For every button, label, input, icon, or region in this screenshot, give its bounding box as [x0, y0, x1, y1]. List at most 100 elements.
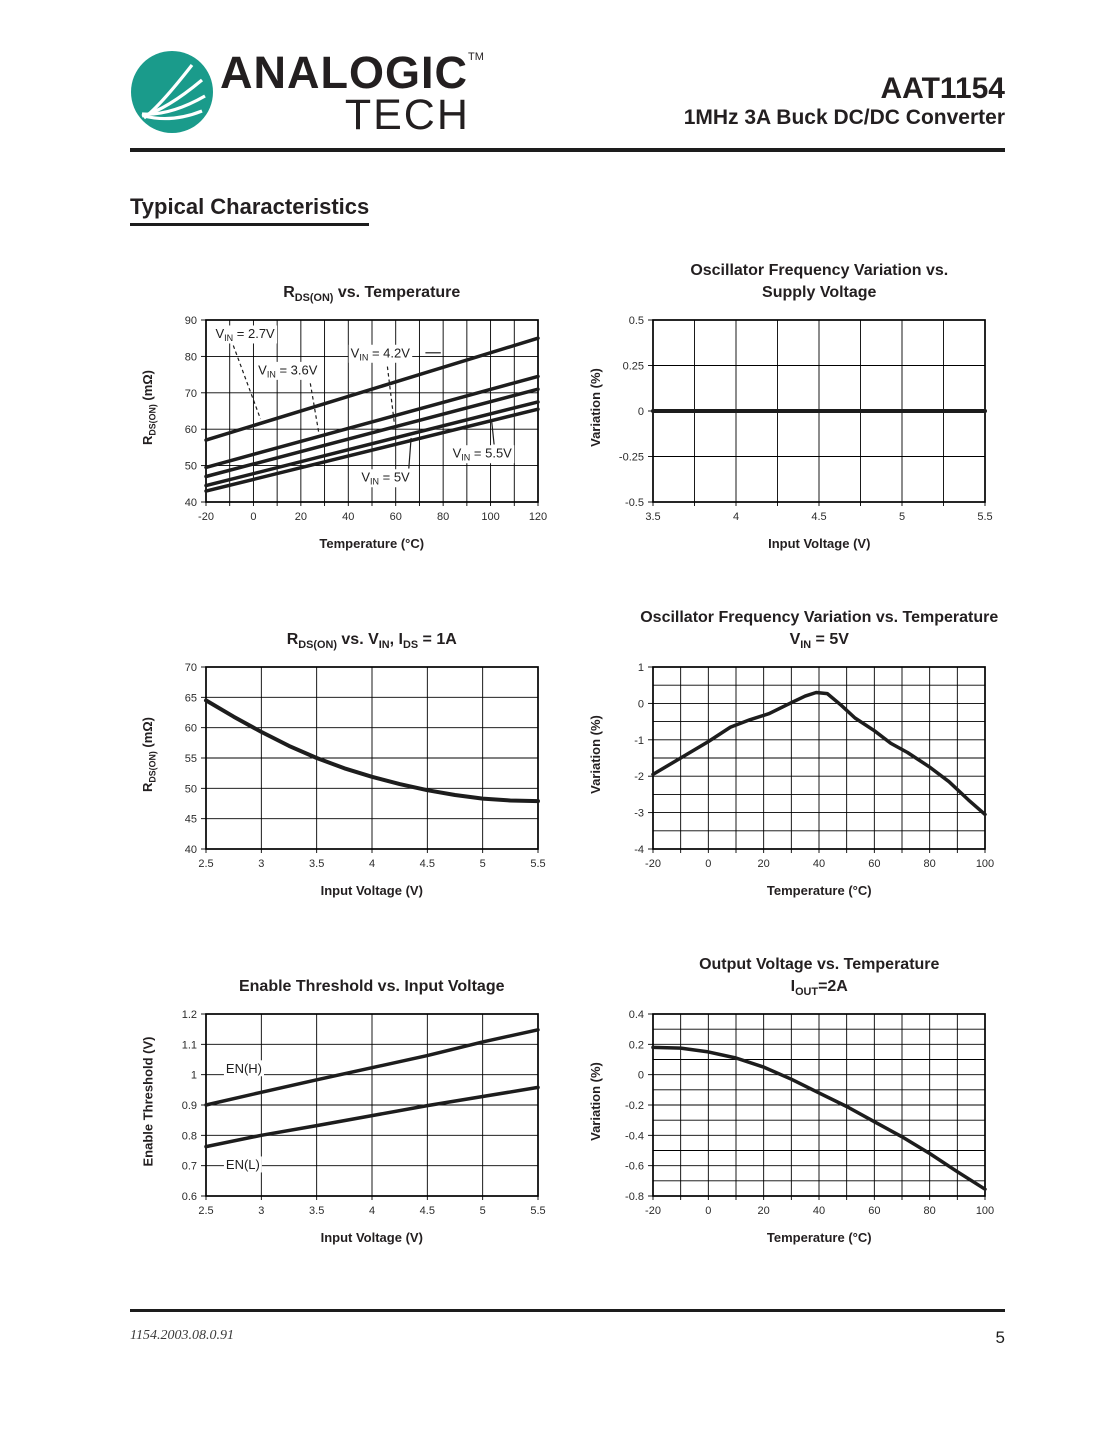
- svg-text:3.5: 3.5: [646, 511, 661, 523]
- x-axis-label: Temperature (°C): [766, 882, 872, 898]
- svg-text:-0.2: -0.2: [625, 1100, 644, 1112]
- svg-text:3.5: 3.5: [309, 1205, 324, 1217]
- svg-text:3.5: 3.5: [309, 858, 324, 870]
- svg-text:5.5: 5.5: [530, 858, 545, 870]
- datasheet-page: ANALOGICTM TECH AAT1154 1MHz 3A Buck DC/…: [130, 50, 1006, 1348]
- svg-text:80: 80: [924, 858, 936, 870]
- svg-text:20: 20: [758, 858, 770, 870]
- svg-text:100: 100: [481, 511, 499, 523]
- svg-text:-2: -2: [634, 771, 644, 783]
- svg-text:4: 4: [369, 1205, 375, 1217]
- svg-text:0: 0: [638, 1069, 644, 1081]
- svg-text:1.2: 1.2: [181, 1009, 196, 1021]
- page-number: 5: [995, 1327, 1005, 1347]
- svg-text:4.5: 4.5: [812, 511, 827, 523]
- svg-text:60: 60: [185, 424, 197, 436]
- chart-title: RDS(ON) vs. Temperature: [283, 284, 461, 305]
- page-header: ANALOGICTM TECH AAT1154 1MHz 3A Buck DC/…: [130, 50, 1005, 152]
- svg-text:4.5: 4.5: [419, 1205, 434, 1217]
- svg-text:90: 90: [185, 315, 197, 327]
- svg-text:4.5: 4.5: [419, 858, 434, 870]
- y-axis-label: Variation (%): [587, 368, 603, 447]
- svg-text:VIN = 2.7V: VIN = 2.7V: [215, 326, 275, 343]
- svg-text:0.6: 0.6: [181, 1191, 196, 1203]
- svg-text:-20: -20: [645, 1205, 661, 1217]
- svg-text:80: 80: [924, 1205, 936, 1217]
- svg-text:60: 60: [868, 858, 880, 870]
- chart-enable-threshold: Enable Threshold vs. Input Voltage Enabl…: [130, 952, 558, 1245]
- chart-title: Output Voltage vs. Temperature IOUT=2A: [699, 956, 940, 999]
- y-axis-label: Variation (%): [587, 715, 603, 794]
- svg-text:1.1: 1.1: [181, 1039, 196, 1051]
- svg-text:-1: -1: [634, 734, 644, 746]
- x-axis-label: Input Voltage (V): [768, 535, 871, 551]
- chart-plot: 2.5 3 3.5 4 4.5 5 5.5 0.6 0.7 0.8 0.9 1 1.1 1.2 EN(H) E…: [181, 1009, 545, 1217]
- chart-plot: -20 0 20 40 60 80 100 -0.8 -0.6 -0.4 -0.2 0 0.2 0.4: [625, 1009, 994, 1217]
- svg-text:-20: -20: [645, 858, 661, 870]
- svg-text:0: 0: [706, 1205, 712, 1217]
- chart-plot: -20 0 20 40 60 80 100 -4 -3 -2 -1 0 1: [634, 662, 994, 870]
- svg-text:VIN = 5V: VIN = 5V: [361, 469, 410, 486]
- svg-text:-20: -20: [198, 511, 214, 523]
- chart-plot: 2.5 3 3.5 4 4.5 5 5.5 40 45 50 55 60 65 70: [185, 662, 546, 870]
- svg-text:80: 80: [185, 351, 197, 363]
- chart-osc-freq-vs-supply-voltage: Oscillator Frequency Variation vs. Suppl…: [578, 258, 1006, 551]
- page-footer: 1154.2003.08.0.91 5: [130, 1308, 1005, 1348]
- svg-text:50: 50: [185, 783, 197, 795]
- svg-text:70: 70: [185, 662, 197, 674]
- svg-text:0: 0: [638, 698, 644, 710]
- svg-text:0: 0: [638, 406, 644, 418]
- section-heading: Typical Characteristics: [130, 194, 1005, 226]
- chart-title: Oscillator Frequency Variation vs. Suppl…: [690, 262, 949, 301]
- svg-text:2.5: 2.5: [198, 1205, 213, 1217]
- svg-text:50: 50: [185, 460, 197, 472]
- svg-text:-0.25: -0.25: [619, 451, 644, 463]
- svg-text:-3: -3: [634, 807, 644, 819]
- svg-text:40: 40: [185, 497, 197, 509]
- svg-text:0.2: 0.2: [629, 1039, 644, 1051]
- svg-text:40: 40: [185, 844, 197, 856]
- svg-text:120: 120: [529, 511, 547, 523]
- svg-text:60: 60: [389, 511, 401, 523]
- svg-text:80: 80: [437, 511, 449, 523]
- svg-text:40: 40: [813, 1205, 825, 1217]
- part-number: AAT1154: [880, 72, 1005, 105]
- brand-wordmark: ANALOGICTM TECH: [220, 50, 484, 136]
- svg-text:20: 20: [758, 1205, 770, 1217]
- svg-text:60: 60: [185, 722, 197, 734]
- svg-text:VIN = 3.6V: VIN = 3.6V: [258, 362, 318, 379]
- chart-rdson-vs-vin: RDS(ON) vs. VIN, IDS = 1A RDS(ON) (mΩ) 2…: [130, 605, 558, 898]
- y-axis-label: RDS(ON) (mΩ): [140, 717, 158, 793]
- svg-text:0: 0: [250, 511, 256, 523]
- x-axis-label: Input Voltage (V): [320, 882, 423, 898]
- svg-text:65: 65: [185, 692, 197, 704]
- chart-title: RDS(ON) vs. VIN, IDS = 1A: [286, 631, 457, 652]
- brand-logo: ANALOGICTM TECH: [130, 50, 484, 136]
- chart-rdson-vs-temperature: RDS(ON) vs. Temperature RDS(ON) (mΩ) -20…: [130, 258, 558, 551]
- svg-text:0.4: 0.4: [629, 1009, 644, 1021]
- svg-text:0.7: 0.7: [181, 1160, 196, 1172]
- svg-text:VIN = 4.2V: VIN = 4.2V: [350, 345, 410, 362]
- svg-text:1: 1: [638, 662, 644, 674]
- svg-text:100: 100: [976, 1205, 994, 1217]
- chart-title: Oscillator Frequency Variation vs. Tempe…: [640, 609, 999, 652]
- part-subtitle: 1MHz 3A Buck DC/DC Converter: [683, 106, 1005, 129]
- brand-name-line2: TECH: [344, 90, 470, 139]
- svg-text:40: 40: [342, 511, 354, 523]
- svg-text:5: 5: [479, 1205, 485, 1217]
- analogictech-leaf-logo-icon: [131, 51, 213, 133]
- x-axis-label: Temperature (°C): [319, 535, 425, 551]
- svg-text:-0.8: -0.8: [625, 1191, 644, 1203]
- x-axis-label: Temperature (°C): [766, 1229, 872, 1245]
- chart-osc-freq-vs-temperature: Oscillator Frequency Variation vs. Tempe…: [578, 605, 1006, 898]
- svg-text:5: 5: [899, 511, 905, 523]
- svg-text:100: 100: [976, 858, 994, 870]
- svg-text:4: 4: [733, 511, 739, 523]
- chart-plot: 3.5 4 4.5 5 5.5 -0.5 -0.25 0 0.25 0.5: [619, 315, 993, 523]
- svg-text:20: 20: [294, 511, 306, 523]
- svg-text:4: 4: [369, 858, 375, 870]
- svg-text:0.25: 0.25: [623, 360, 644, 372]
- document-id: 1154.2003.08.0.91: [130, 1327, 234, 1343]
- svg-text:45: 45: [185, 813, 197, 825]
- y-axis-label: Enable Threshold (V): [140, 1036, 156, 1167]
